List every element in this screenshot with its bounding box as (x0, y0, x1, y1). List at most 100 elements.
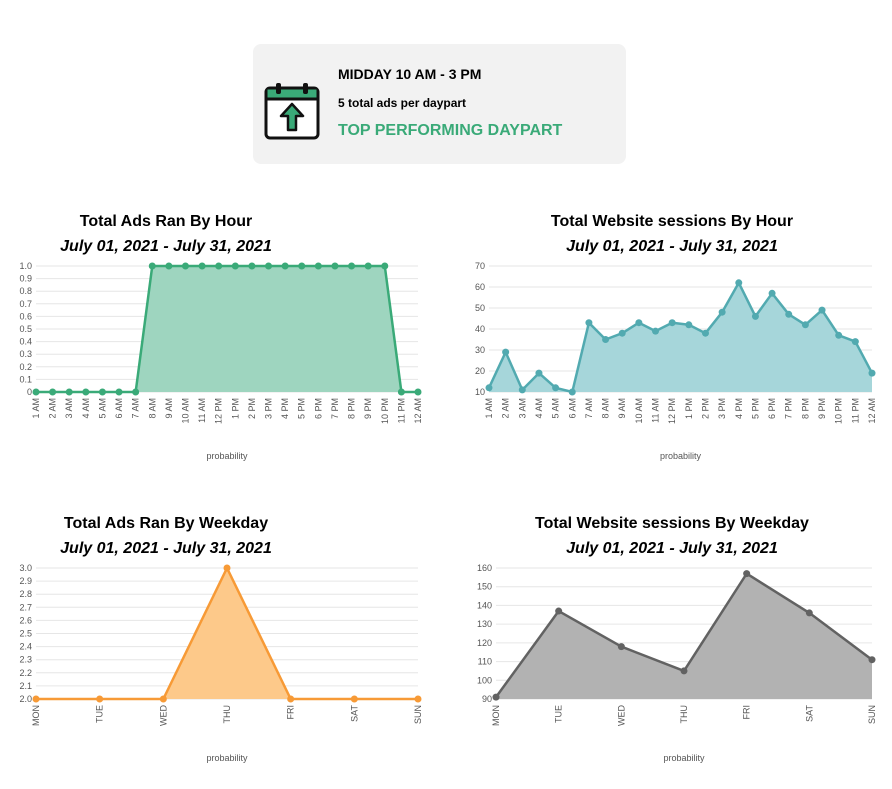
data-point[interactable] (159, 695, 167, 703)
data-point[interactable] (768, 289, 776, 297)
x-tick-label: 8 PM (800, 398, 810, 419)
data-point[interactable] (585, 319, 593, 327)
data-point[interactable] (552, 384, 560, 392)
data-point[interactable] (348, 262, 356, 270)
data-point[interactable] (618, 329, 626, 337)
data-point[interactable] (65, 388, 73, 396)
x-tick-label: MON (491, 705, 501, 726)
data-point[interactable] (165, 262, 173, 270)
data-point[interactable] (397, 388, 405, 396)
x-tick-label: 6 PM (313, 398, 323, 419)
data-point[interactable] (215, 262, 223, 270)
data-point[interactable] (502, 348, 510, 356)
data-point[interactable] (287, 695, 295, 703)
x-tick-label: THU (222, 705, 232, 724)
data-point[interactable] (96, 695, 104, 703)
data-point[interactable] (701, 329, 709, 337)
data-point[interactable] (350, 695, 358, 703)
y-tick-label: 3.0 (19, 563, 32, 573)
data-point[interactable] (485, 384, 493, 392)
data-point[interactable] (635, 319, 643, 327)
data-point[interactable] (198, 262, 206, 270)
y-tick-label: 2.9 (19, 576, 32, 586)
series-area (489, 282, 872, 392)
data-point[interactable] (115, 388, 123, 396)
y-tick-label: 10 (475, 387, 485, 397)
data-point[interactable] (248, 262, 256, 270)
data-point[interactable] (82, 388, 90, 396)
data-point[interactable] (492, 693, 500, 701)
data-point[interactable] (617, 643, 625, 651)
data-point[interactable] (281, 262, 289, 270)
data-point[interactable] (652, 327, 660, 335)
data-point[interactable] (181, 262, 189, 270)
x-tick-label: 1 AM (31, 398, 41, 419)
data-point[interactable] (132, 388, 140, 396)
data-point[interactable] (805, 609, 813, 617)
chart-subtitle: July 01, 2021 - July 31, 2021 (566, 238, 778, 255)
data-point[interactable] (331, 262, 339, 270)
y-tick-label: 40 (475, 324, 485, 334)
data-point[interactable] (32, 388, 40, 396)
x-tick-label: 5 PM (297, 398, 307, 419)
data-point[interactable] (801, 321, 809, 329)
y-tick-label: 2.6 (19, 615, 32, 625)
data-point[interactable] (414, 388, 422, 396)
x-tick-label: 11 AM (197, 398, 207, 423)
data-point[interactable] (718, 308, 726, 316)
x-tick-label: 12 PM (667, 398, 677, 424)
chart-title: Total Website sessions By Weekday (535, 515, 809, 532)
y-tick-label: 0.8 (19, 286, 32, 296)
data-point[interactable] (223, 564, 231, 572)
data-point[interactable] (680, 667, 688, 675)
y-tick-label: 0 (27, 387, 32, 397)
chart-subtitle: July 01, 2021 - July 31, 2021 (60, 540, 272, 557)
data-point[interactable] (98, 388, 106, 396)
data-point[interactable] (381, 262, 389, 270)
data-point[interactable] (785, 310, 793, 318)
data-point[interactable] (818, 306, 826, 314)
x-tick-label: 7 AM (131, 398, 141, 419)
data-point[interactable] (602, 336, 610, 343)
y-tick-label: 0.2 (19, 362, 32, 372)
data-point[interactable] (743, 570, 751, 578)
x-tick-label: MON (31, 705, 41, 726)
x-tick-label: 9 AM (164, 398, 174, 419)
x-tick-label: 5 PM (750, 398, 760, 419)
data-point[interactable] (555, 607, 563, 615)
data-point[interactable] (835, 331, 843, 339)
data-point[interactable] (868, 369, 876, 377)
x-tick-label: 8 AM (147, 398, 157, 419)
data-point[interactable] (685, 321, 693, 329)
y-tick-label: 110 (478, 657, 492, 667)
x-tick-label: 4 AM (534, 398, 544, 419)
y-tick-label: 1.0 (19, 261, 32, 271)
data-point[interactable] (518, 386, 526, 394)
data-point[interactable] (298, 262, 306, 270)
data-point[interactable] (868, 656, 876, 664)
data-point[interactable] (735, 279, 743, 287)
data-point[interactable] (265, 262, 273, 270)
x-tick-label: 5 AM (551, 398, 561, 419)
y-tick-label: 50 (475, 303, 485, 313)
data-point[interactable] (668, 319, 676, 327)
y-tick-label: 0.4 (19, 337, 32, 347)
data-point[interactable] (231, 262, 239, 270)
x-tick-label: 7 PM (784, 398, 794, 419)
y-tick-label: 2.3 (19, 655, 32, 665)
data-point[interactable] (568, 388, 576, 396)
data-point[interactable] (751, 312, 759, 320)
data-point[interactable] (314, 262, 322, 270)
x-tick-label: 2 PM (247, 398, 257, 419)
y-tick-label: 2.4 (19, 642, 32, 652)
data-point[interactable] (49, 388, 57, 396)
data-point[interactable] (32, 695, 40, 703)
data-point[interactable] (148, 262, 156, 270)
x-tick-label: 12 AM (413, 398, 423, 424)
data-point[interactable] (414, 695, 422, 703)
y-tick-label: 100 (477, 675, 492, 685)
data-point[interactable] (535, 369, 543, 377)
data-point[interactable] (851, 338, 859, 346)
data-point[interactable] (364, 262, 372, 270)
chart-title: Total Ads Ran By Hour (80, 213, 252, 230)
